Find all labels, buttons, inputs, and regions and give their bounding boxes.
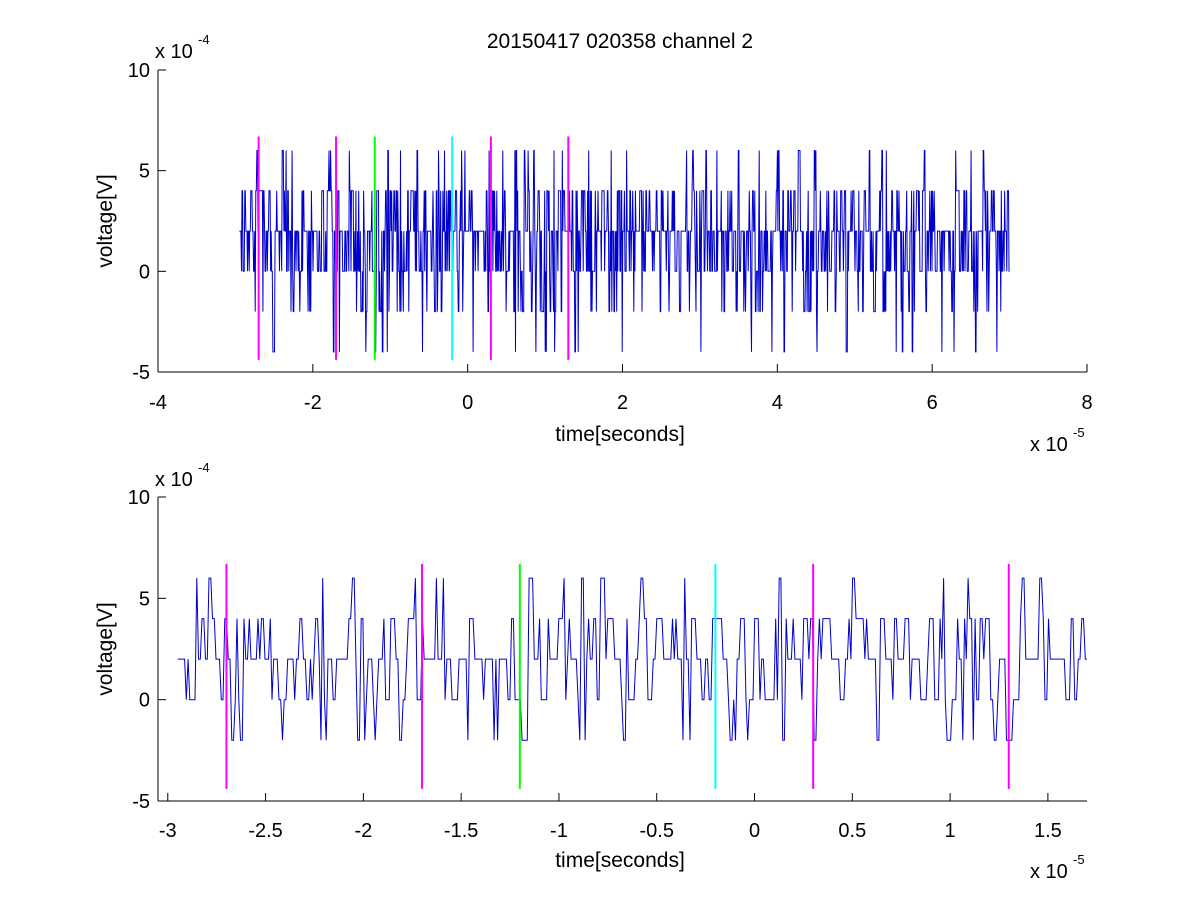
bottom-x-tick-label: -3: [159, 820, 177, 842]
bottom-y-axis-label: voltage[V]: [94, 602, 117, 695]
top-x-axis-label: time[seconds]: [555, 423, 685, 446]
svg-text:-4: -4: [198, 460, 210, 475]
top-x-tick-label: 0: [462, 392, 473, 414]
top-x-tick-label: 2: [617, 392, 628, 414]
bottom-x-tick-label: 1: [945, 820, 956, 842]
top-signal-line: [239, 150, 1010, 353]
top-x-tick-label: 4: [772, 392, 783, 414]
svg-text:-4: -4: [198, 32, 210, 47]
svg-text:-5: -5: [1073, 425, 1085, 440]
bottom-y-exponent: x 10 -4: [155, 460, 210, 491]
top-x-tick-label: -4: [149, 392, 167, 414]
bottom-x-tick-label: 0: [749, 820, 760, 842]
svg-text:x 10: x 10: [155, 469, 193, 491]
top-x-tick-label: 6: [927, 392, 938, 414]
top-x-exponent: x 10 -5: [1030, 425, 1085, 456]
bottom-x-tick-label: -0.5: [639, 820, 673, 842]
top-y-axis-label: voltage[V]: [94, 174, 117, 267]
top-y-tick-label: 0: [139, 261, 150, 283]
top-x-tick-label: -2: [304, 392, 322, 414]
bottom-y-tick-label: -5: [132, 791, 150, 813]
bottom-x-axis-label: time[seconds]: [555, 849, 685, 872]
top-y-exponent: x 10 -4: [155, 32, 210, 63]
svg-text:x 10: x 10: [1030, 434, 1068, 456]
svg-text:-5: -5: [1073, 852, 1085, 867]
top-panel: -4 -2 0 2 4 6 8 -5 0 5 10 time[seconds] voltage[V]…: [94, 32, 1093, 456]
bottom-x-tick-label: -2.5: [248, 820, 282, 842]
top-x-tick-label: 8: [1081, 392, 1092, 414]
bottom-panel: -3 -2.5 -2 -1.5 -1 -0.5 0 0.5 1 1.5 -5 0 5 10 time[se…: [94, 460, 1087, 883]
bottom-signal-line: [177, 577, 1087, 741]
chart-title: 20150417 020358 channel 2: [487, 30, 753, 53]
bottom-x-tick-label: 0.5: [838, 820, 866, 842]
top-y-tick-label: -5: [132, 362, 150, 384]
bottom-x-tick-label: -2: [354, 820, 372, 842]
bottom-x-tick-label: -1.5: [444, 820, 478, 842]
svg-text:x 10: x 10: [155, 41, 193, 63]
top-y-tick-label: 5: [139, 161, 150, 183]
bottom-y-tick-label: 5: [139, 588, 150, 610]
bottom-x-exponent: x 10 -5: [1030, 852, 1085, 883]
top-y-tick-label: 10: [128, 60, 150, 82]
bottom-x-tick-label: -1: [550, 820, 568, 842]
bottom-y-tick-label: 10: [128, 487, 150, 509]
bottom-y-tick-label: 0: [139, 690, 150, 712]
bottom-x-tick-label: 1.5: [1034, 820, 1062, 842]
svg-text:x 10: x 10: [1030, 861, 1068, 883]
